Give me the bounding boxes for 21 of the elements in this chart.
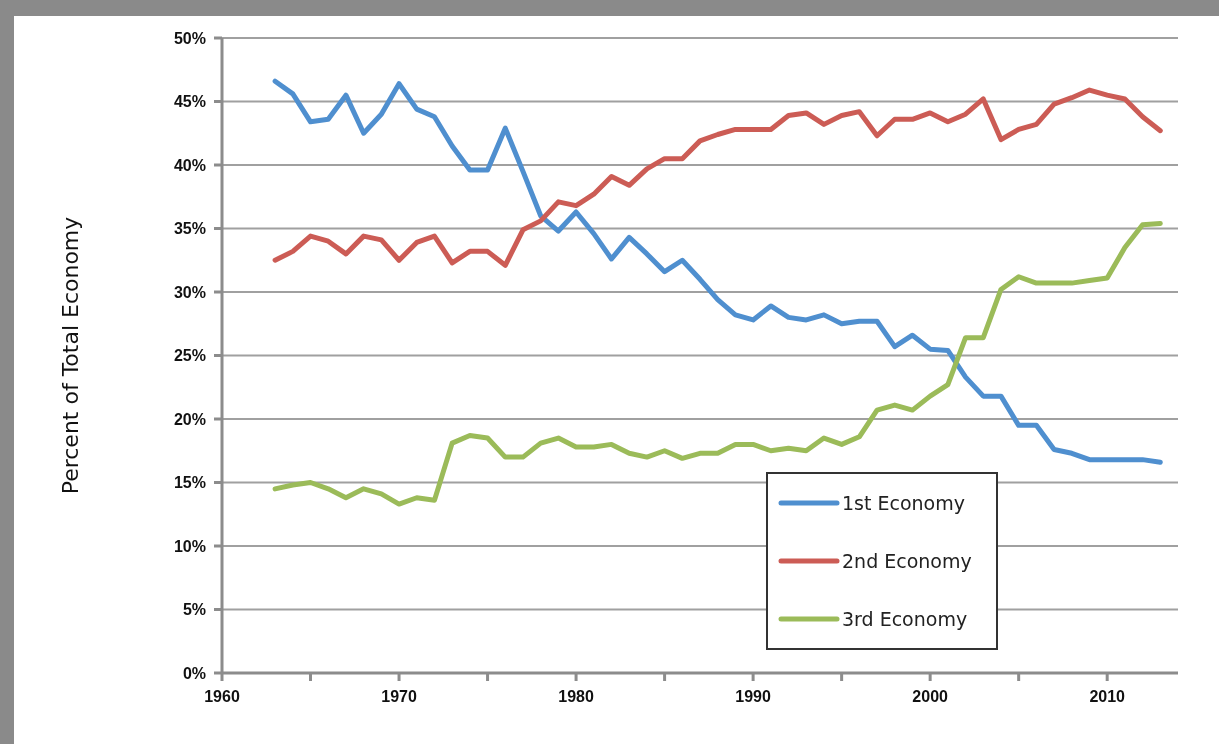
- x-tick-label: 1980: [558, 688, 594, 706]
- x-tick-label: 1990: [735, 688, 772, 706]
- x-tick-label: 2010: [1089, 688, 1126, 706]
- y-tick-label: 35%: [173, 220, 206, 238]
- legend-label: 2nd Economy: [842, 550, 972, 572]
- y-tick-label: 25%: [173, 347, 206, 365]
- y-tick-label: 40%: [173, 156, 206, 174]
- x-tick-label: 1960: [204, 688, 240, 706]
- y-tick-label: 5%: [182, 601, 206, 619]
- x-tick-label: 1970: [381, 688, 417, 706]
- y-tick-label: 45%: [173, 93, 206, 111]
- legend-label: 1st Economy: [842, 492, 965, 514]
- y-axis-title: Percent of Total Economy: [57, 216, 83, 495]
- y-tick-label: 50%: [173, 29, 206, 47]
- y-tick-label: 30%: [173, 283, 206, 301]
- y-tick-label: 0%: [182, 664, 206, 682]
- y-tick-label: 10%: [173, 537, 206, 555]
- x-tick-label: 2000: [912, 688, 949, 706]
- y-tick-label: 15%: [173, 474, 206, 492]
- legend-label: 3rd Economy: [842, 608, 968, 630]
- y-tick-label: 20%: [173, 410, 206, 428]
